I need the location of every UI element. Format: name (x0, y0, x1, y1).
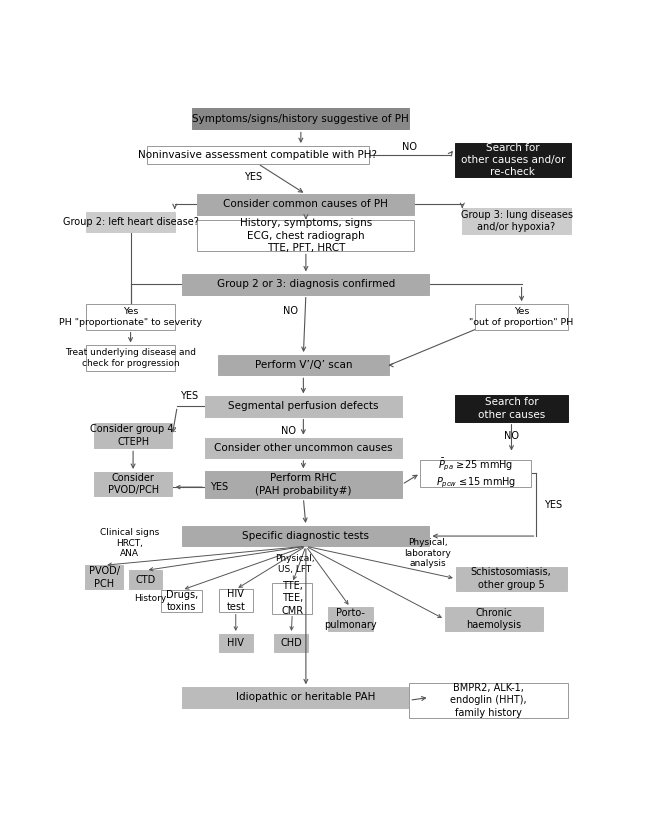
Text: $\bar{P}_{pa}$ ≥25 mmHg
$P_{pcw}$ ≤15 mmHg: $\bar{P}_{pa}$ ≥25 mmHg $P_{pcw}$ ≤15 mm… (436, 456, 516, 490)
FancyBboxPatch shape (454, 144, 571, 177)
FancyBboxPatch shape (197, 195, 414, 214)
Text: NO: NO (283, 305, 298, 315)
FancyBboxPatch shape (217, 355, 389, 375)
FancyBboxPatch shape (130, 570, 162, 589)
Text: TTE,
TEE,
CMR: TTE, TEE, CMR (281, 581, 303, 615)
FancyBboxPatch shape (197, 219, 414, 252)
FancyBboxPatch shape (205, 396, 402, 417)
FancyBboxPatch shape (85, 565, 123, 589)
FancyBboxPatch shape (87, 212, 174, 233)
FancyBboxPatch shape (327, 607, 373, 631)
FancyBboxPatch shape (161, 590, 202, 612)
Text: Symptoms/signs/history suggestive of PH: Symptoms/signs/history suggestive of PH (193, 114, 409, 124)
Text: Yes
"out of proportion" PH: Yes "out of proportion" PH (469, 307, 574, 327)
FancyBboxPatch shape (409, 683, 568, 718)
Text: Consider common causes of PH: Consider common causes of PH (223, 200, 389, 210)
FancyBboxPatch shape (274, 634, 309, 652)
FancyBboxPatch shape (475, 304, 568, 330)
FancyBboxPatch shape (147, 146, 369, 164)
Text: Perform V’/Q’ scan: Perform V’/Q’ scan (255, 361, 352, 370)
Text: Drugs,
toxins: Drugs, toxins (165, 590, 198, 612)
Text: YES: YES (210, 482, 228, 493)
Text: History, symptoms, signs
ECG, chest radiograph
TTE, PFT, HRCT: History, symptoms, signs ECG, chest radi… (240, 218, 372, 253)
Text: Clinical signs
HRCT,
ANA: Clinical signs HRCT, ANA (100, 528, 159, 558)
Text: CHD: CHD (281, 638, 302, 648)
FancyBboxPatch shape (421, 460, 531, 487)
Text: Physical,
US, LFT: Physical, US, LFT (275, 554, 314, 573)
Text: Specific diagnostic tests: Specific diagnostic tests (242, 531, 369, 541)
Text: YES: YES (244, 172, 262, 182)
Text: HIV
test: HIV test (227, 589, 245, 611)
FancyBboxPatch shape (454, 395, 568, 422)
Text: YES: YES (180, 391, 198, 401)
FancyBboxPatch shape (205, 471, 402, 498)
FancyBboxPatch shape (182, 275, 430, 295)
Text: Chronic
haemolysis: Chronic haemolysis (466, 608, 521, 630)
Text: Idiopathic or heritable PAH: Idiopathic or heritable PAH (236, 692, 376, 702)
Text: NO: NO (504, 431, 519, 441)
FancyBboxPatch shape (219, 634, 253, 652)
FancyBboxPatch shape (456, 567, 567, 591)
Text: PVOD/
PCH: PVOD/ PCH (89, 566, 120, 588)
FancyBboxPatch shape (193, 108, 409, 130)
FancyBboxPatch shape (87, 346, 174, 371)
FancyBboxPatch shape (272, 583, 312, 614)
Text: CTD: CTD (135, 575, 156, 585)
Text: Consider
PVOD/PCH: Consider PVOD/PCH (107, 473, 159, 495)
FancyBboxPatch shape (219, 589, 253, 611)
FancyBboxPatch shape (94, 472, 172, 496)
Text: Schistosomiasis,
other group 5: Schistosomiasis, other group 5 (471, 568, 551, 590)
FancyBboxPatch shape (462, 208, 571, 233)
Text: NO: NO (281, 426, 296, 436)
FancyBboxPatch shape (87, 304, 174, 330)
Text: Search for
other causes: Search for other causes (478, 397, 545, 420)
Text: BMPR2, ALK-1,
endoglin (HHT),
family history: BMPR2, ALK-1, endoglin (HHT), family his… (450, 683, 527, 718)
Text: HIV: HIV (227, 638, 244, 648)
Text: Group 3: lung diseases
and/or hypoxia?: Group 3: lung diseases and/or hypoxia? (460, 210, 572, 232)
FancyBboxPatch shape (445, 607, 543, 631)
Text: Consider other uncommon causes: Consider other uncommon causes (214, 443, 393, 453)
FancyBboxPatch shape (94, 423, 172, 449)
Text: Treat underlying disease and
check for progression: Treat underlying disease and check for p… (65, 348, 196, 368)
Text: Noninvasive assessment compatible with PH?: Noninvasive assessment compatible with P… (139, 150, 378, 160)
Text: Search for
other causes and/or
re-check: Search for other causes and/or re-check (460, 143, 565, 177)
Text: Group 2: left heart disease?: Group 2: left heart disease? (62, 217, 199, 227)
Text: Physical,
laboratory
analysis: Physical, laboratory analysis (404, 538, 451, 568)
Text: Yes
PH "proportionate" to severity: Yes PH "proportionate" to severity (59, 307, 202, 327)
Text: Group 2 or 3: diagnosis confirmed: Group 2 or 3: diagnosis confirmed (217, 280, 395, 290)
FancyBboxPatch shape (182, 526, 430, 546)
Text: Porto-
pulmonary: Porto- pulmonary (324, 608, 376, 630)
Text: YES: YES (544, 500, 562, 510)
Text: NO: NO (402, 142, 417, 153)
Text: History: History (135, 595, 167, 603)
Text: Segmental perfusion defects: Segmental perfusion defects (228, 402, 379, 412)
Text: Perform RHC
(PAH probability#): Perform RHC (PAH probability#) (255, 474, 352, 496)
FancyBboxPatch shape (205, 437, 402, 458)
Text: Consider group 4:
CTEPH: Consider group 4: CTEPH (90, 425, 176, 447)
FancyBboxPatch shape (182, 687, 430, 708)
